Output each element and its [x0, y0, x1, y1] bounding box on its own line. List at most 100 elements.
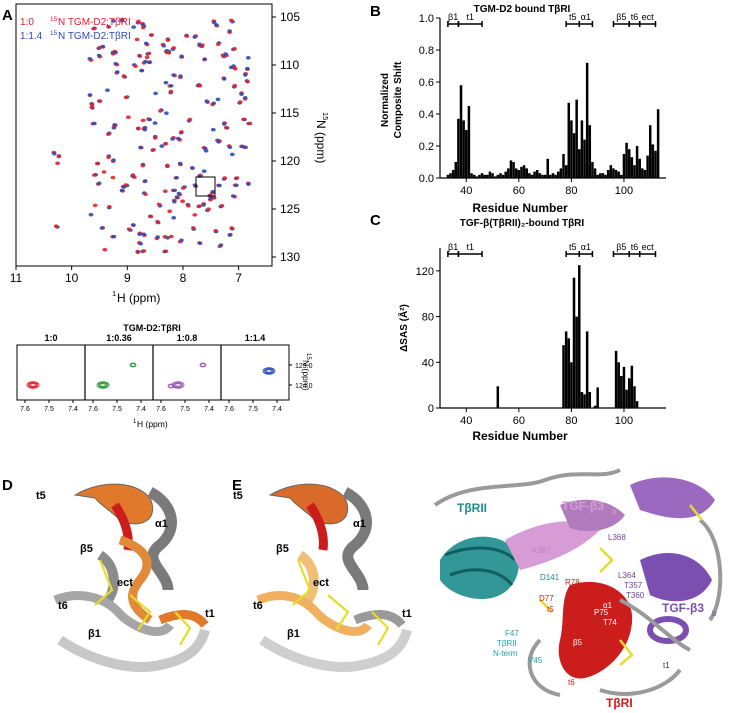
hsqc-peak: [99, 226, 105, 230]
hsqc-peak: [138, 145, 143, 150]
hsqc-peak: [147, 60, 152, 65]
ss-label: t6: [631, 242, 639, 252]
hsqc-peak: [218, 243, 224, 247]
bar: [620, 174, 623, 178]
ss-label: ect: [642, 12, 655, 22]
bar: [478, 174, 481, 178]
titration-contour-minor: [168, 384, 174, 388]
titration-contour-minor: [200, 363, 206, 367]
bar: [504, 171, 507, 178]
hsqc-peak: [222, 122, 227, 126]
hsqc-peak: [186, 204, 191, 208]
hsqc-peak: [92, 121, 97, 126]
res-k397: K397: [532, 546, 551, 555]
x-tick-label: 60: [513, 415, 525, 427]
hsqc-peak: [161, 44, 166, 48]
bar: [651, 144, 655, 178]
hsqc-peak: [227, 233, 232, 237]
bar: [446, 174, 450, 178]
bar: [501, 174, 505, 178]
ss-label: t6: [631, 12, 639, 22]
hsqc-peak: [171, 73, 176, 77]
e-ribbon-t1: [353, 610, 406, 629]
bar: [646, 155, 649, 178]
titration-y-tick-label: 123.0: [295, 363, 313, 370]
hsqc-peak: [107, 205, 112, 209]
hsqc-peak: [113, 50, 118, 55]
hsqc-peak: [219, 204, 225, 208]
y-tick-label: 0.6: [419, 77, 434, 89]
disulfide-bonds-complex: [539, 504, 703, 666]
hsqc-peak: [115, 70, 120, 74]
hsqc-peak: [179, 130, 184, 134]
legend-sup-2: 15: [50, 30, 58, 37]
titration-contour-minor: [130, 363, 136, 367]
label-d-t5: t5: [36, 490, 46, 502]
chart-b-ylabel-1: Normalized: [380, 73, 391, 127]
bar: [585, 62, 589, 178]
bar: [559, 168, 563, 178]
res-beta5: β5: [573, 638, 583, 647]
hsqc-peak: [230, 194, 236, 198]
ribbon-beta1: [57, 628, 210, 672]
ss-label: t1: [466, 12, 474, 22]
hsqc-peak: [172, 200, 177, 204]
hsqc-peak: [155, 219, 160, 224]
tgfb3b-top: [630, 477, 715, 519]
hsqc-peak: [246, 182, 251, 186]
titration-y-tick-label: 124.0: [295, 383, 313, 390]
label-tbrii: TβRII: [457, 501, 487, 515]
tbri-body: [558, 581, 633, 679]
bar: [543, 174, 547, 178]
y-tick-label: 40: [422, 357, 434, 369]
bar: [480, 173, 484, 178]
hsqc-peak: [169, 84, 174, 88]
res-tbrii-nterm-2: N-term: [493, 649, 518, 658]
hsqc-peak: [241, 117, 246, 122]
hsqc-peak: [143, 59, 148, 64]
hsqc-peak: [176, 136, 181, 141]
res-t1: t1: [663, 661, 670, 670]
hsqc-legend: 1:0 15 N TGM-D2:TβRI 1:1.4 15 N TGM-D2:T…: [20, 16, 131, 42]
highlight-box: [195, 176, 216, 197]
titration-x-label: 1 H (ppm): [133, 419, 168, 429]
bar: [514, 168, 518, 178]
hsqc-peak: [159, 144, 165, 148]
hsqc-peak: [223, 52, 228, 56]
hsqc-peak: [165, 163, 170, 167]
bar: [593, 168, 597, 178]
hsqc-peak: [171, 216, 177, 220]
hsqc-peak: [100, 44, 106, 49]
hsqc-peak: [232, 47, 237, 51]
hsqc-x-tick-label: 10: [65, 271, 79, 285]
hsqc-peak: [171, 46, 176, 50]
hsqc-peak: [170, 137, 175, 141]
bar: [564, 331, 568, 408]
hsqc-peak: [201, 203, 206, 207]
ribbon-t1: [158, 610, 209, 629]
hsqc-peak: [130, 173, 136, 177]
hsqc-peak: [143, 41, 149, 45]
panel-label-c: C: [370, 212, 381, 229]
hsqc-peak: [217, 183, 222, 188]
x-tick-label: 100: [615, 185, 633, 197]
hsqc-peak: [239, 92, 244, 96]
hsqc-peak: [238, 100, 243, 104]
bar: [575, 99, 578, 178]
bar: [496, 174, 500, 178]
legend-ratio-1: 1:0: [20, 17, 34, 28]
tbrii-strands: [444, 546, 517, 586]
label-e-t1: t1: [402, 608, 412, 620]
hsqc-peak: [111, 158, 116, 162]
titration-contour: [263, 367, 275, 375]
hsqc-peak: [144, 55, 150, 60]
hsqc-peak: [140, 22, 146, 27]
hsqc-peak: [234, 183, 239, 187]
titration-x-label-sup: 1: [133, 419, 137, 425]
hsqc-peak: [168, 89, 174, 94]
titration-x-tick-label: 7.6: [88, 406, 98, 413]
hsqc-y-tick-label: 125: [280, 202, 300, 216]
res-t5: t5: [547, 605, 554, 614]
ribbon-alpha1: [147, 487, 177, 591]
bar: [635, 146, 639, 178]
